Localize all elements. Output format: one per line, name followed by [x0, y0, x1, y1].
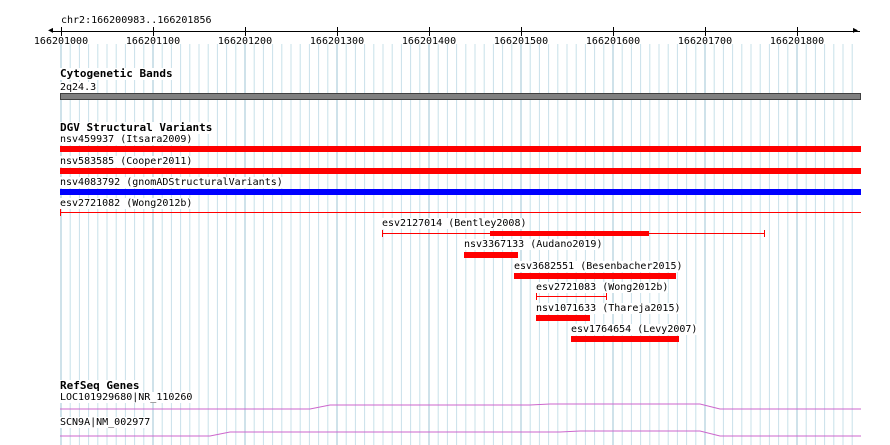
- region-label: chr2:166200983..166201856: [61, 15, 212, 26]
- gene-line-scn9a: [60, 430, 861, 437]
- variant-end-tick: [536, 293, 537, 300]
- variant-label: esv1764654 (Levy2007): [571, 324, 698, 335]
- variant-label: esv2721082 (Wong2012b): [60, 198, 193, 209]
- variant-end-tick: [764, 230, 765, 237]
- ruler-tick-label: 166201400: [401, 36, 457, 47]
- ruler-tick: [61, 27, 62, 36]
- variant-bar-esv3682551[interactable]: [514, 273, 676, 279]
- cytoband-bar[interactable]: [60, 93, 861, 100]
- dgv-track-title: DGV Structural Variants: [60, 121, 213, 134]
- ruler-tick-label: 166201600: [585, 36, 641, 47]
- variant-bar-nsv3367133[interactable]: [464, 252, 518, 258]
- ruler-tick: [429, 27, 430, 36]
- variant-bar-esv2127014[interactable]: [490, 231, 649, 236]
- ruler-tick-label: 166201300: [309, 36, 365, 47]
- cytoband-label: 2q24.3: [60, 82, 97, 93]
- variant-label: esv3682551 (Besenbacher2015): [514, 261, 683, 272]
- ruler-line: [52, 31, 860, 32]
- gene-label: SCN9A|NM_002977: [60, 417, 151, 428]
- variant-bar-nsv459937[interactable]: [60, 146, 861, 152]
- variant-label: nsv583585 (Cooper2011): [60, 156, 193, 167]
- variant-end-tick: [382, 230, 383, 237]
- variant-bar-nsv4083792[interactable]: [60, 189, 861, 195]
- cytoband-track-title: Cytogenetic Bands: [60, 67, 173, 80]
- ruler-tick-label: 166201500: [493, 36, 549, 47]
- variant-bar-nsv583585[interactable]: [60, 168, 861, 174]
- ruler-tick: [245, 27, 246, 36]
- gene-label: LOC101929680|NR_110260: [60, 392, 193, 403]
- variant-label: esv2721083 (Wong2012b): [536, 282, 669, 293]
- variant-label: nsv3367133 (Audano2019): [464, 239, 603, 250]
- ruler-tick-label: 166201800: [769, 36, 825, 47]
- ruler-tick: [337, 27, 338, 36]
- scroll-left-icon[interactable]: ◂: [48, 25, 54, 36]
- variant-bar-esv1764654[interactable]: [571, 336, 679, 342]
- variant-label: esv2127014 (Bentley2008): [382, 218, 527, 229]
- ruler-tick: [613, 27, 614, 36]
- ruler-tick: [153, 27, 154, 36]
- ruler-tick-label: 166201000: [33, 36, 89, 47]
- ruler-tick: [797, 27, 798, 36]
- variant-label: nsv4083792 (gnomADStructuralVariants): [60, 177, 283, 188]
- variant-bar-esv2721083[interactable]: [536, 296, 607, 297]
- variant-bar-esv2721082[interactable]: [60, 212, 861, 213]
- gene-line-loc101929680: [60, 403, 861, 410]
- ruler-tick: [705, 27, 706, 36]
- ruler-tick-label: 166201100: [125, 36, 181, 47]
- scroll-right-icon[interactable]: ▸: [853, 25, 859, 36]
- variant-end-tick: [60, 209, 61, 216]
- refseq-track-title: RefSeq Genes: [60, 379, 140, 392]
- variant-label: nsv459937 (Itsara2009): [60, 134, 193, 145]
- ruler-tick-label: 166201200: [217, 36, 273, 47]
- ruler-tick: [521, 27, 522, 36]
- variant-end-tick: [606, 293, 607, 300]
- ruler-tick-label: 166201700: [677, 36, 733, 47]
- variant-label: nsv1071633 (Thareja2015): [536, 303, 681, 314]
- variant-bar-nsv1071633[interactable]: [536, 315, 590, 321]
